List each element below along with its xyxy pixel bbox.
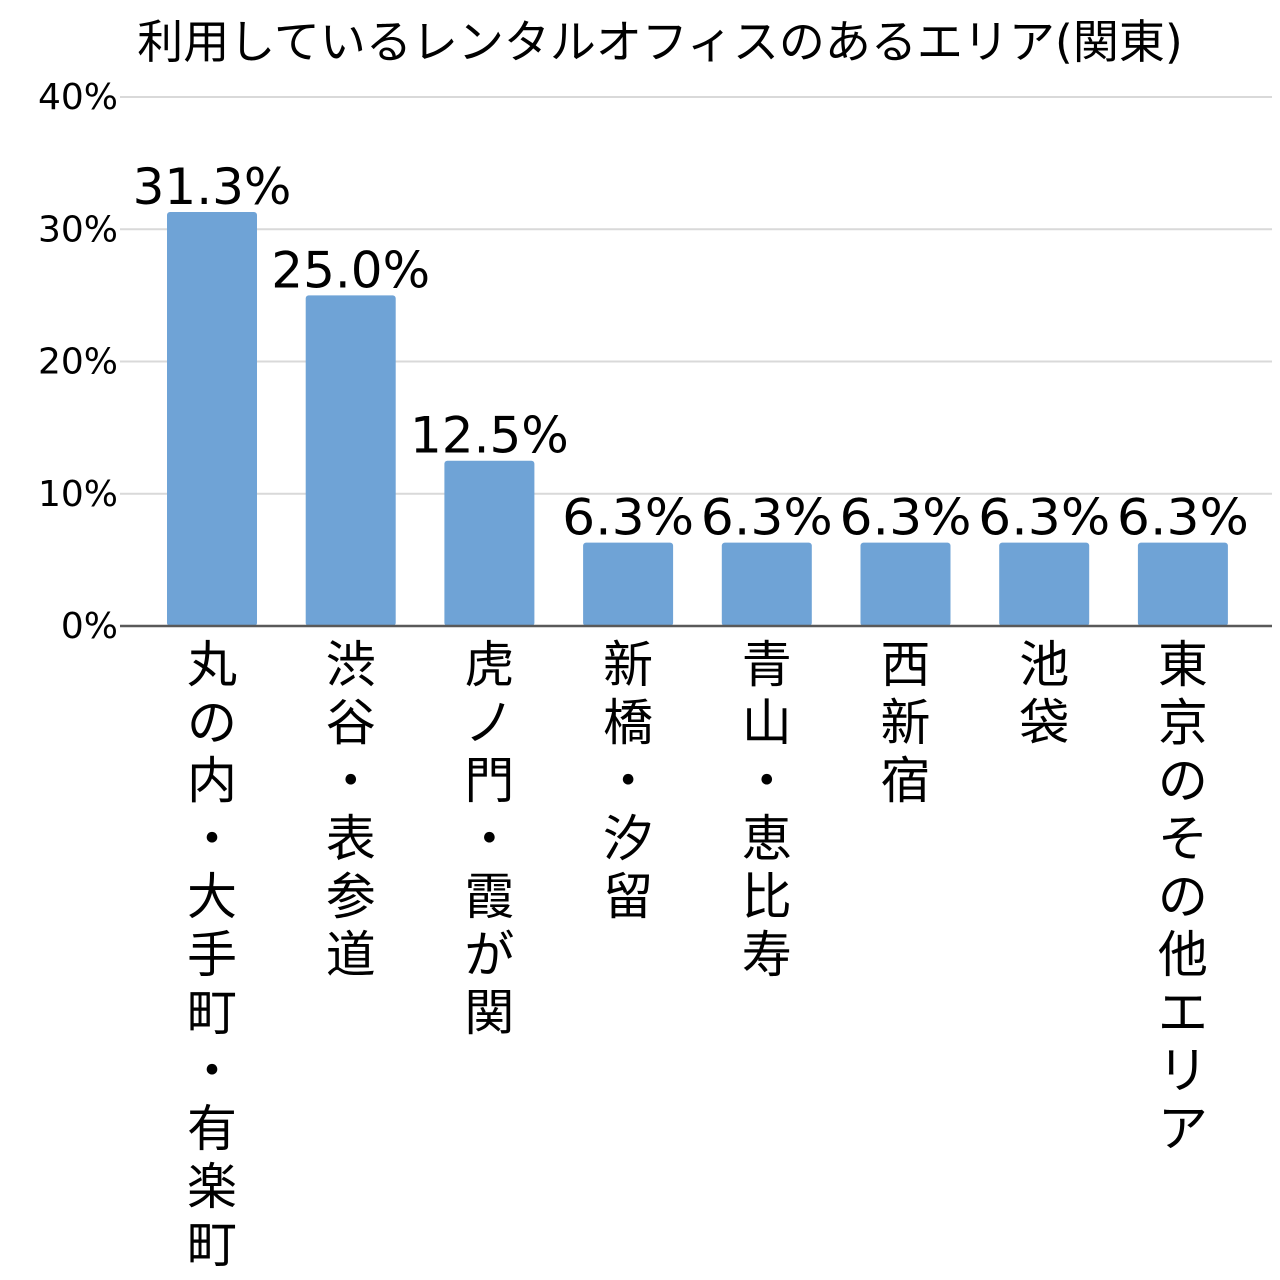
x-tick-label-char: 寿 [742,926,792,984]
y-tick-label: 30% [38,209,118,250]
bar [583,542,674,626]
bar [167,212,257,626]
x-tick-label-char: リ [1158,1042,1208,1100]
y-tick-label: 0% [61,606,118,647]
x-tick-label-char: 山 [742,694,792,752]
x-tick-label-char: 渋 [326,636,376,694]
x-tick-label-char: 丸 [187,636,237,694]
data-label: 6.3% [701,489,833,547]
bar [305,295,396,626]
x-tick-label-char: 関 [464,984,514,1042]
data-labels: 31.3%25.0%12.5%6.3% 6.3% 6.3% 6.3% 6.3% [133,158,1249,547]
x-tick-label: 池袋 [1019,636,1069,752]
x-tick-label: 新橋・汐留 [603,636,653,926]
x-tick-label-char: 町 [187,984,237,1042]
x-tick-label-char: エ [1158,984,1208,1042]
x-tick-label: 東京のその他エリア [1158,636,1208,1158]
x-tick-label-char: の [1158,752,1208,810]
x-tick-label-char: 青 [742,636,792,694]
data-label: 6.3% [840,489,972,547]
x-tick-label-char: の [187,694,237,752]
x-tick-label-char: 門 [464,752,514,810]
x-tick-label: 虎ノ門・霞が関 [464,636,514,1042]
x-tick-label-char: 町 [187,1216,237,1274]
x-tick-label-char: 橋 [603,694,653,752]
bar [860,542,951,626]
x-tick-label-char: 他 [1158,926,1208,984]
x-tick-label-char: ・ [742,752,792,810]
x-tick-label-char: 内 [187,752,237,810]
y-tick-label: 10% [38,474,118,515]
x-tick-label-char: 道 [326,926,376,984]
x-tick-label-char: 西 [881,636,931,694]
data-label: 12.5% [410,407,569,465]
x-tick-label-char: 汐 [603,810,653,868]
x-tick-label-char: 留 [603,868,653,926]
x-tick-label: 西新宿 [881,636,931,810]
x-tick-label-char: ・ [464,810,514,868]
x-tick-label-char: ・ [187,1042,237,1100]
x-tick-label-char: の [1158,868,1208,926]
data-label: 31.3% [133,158,292,216]
x-tick-label-char: が [464,926,514,984]
x-tick-label-char: 東 [1158,636,1208,694]
y-tick-label: 40% [38,77,118,118]
x-tick-label-char: そ [1158,810,1208,868]
x-tick-label: 渋谷・表参道 [326,636,376,984]
x-tick-label-char: 手 [187,926,237,984]
x-tick-label-char: 京 [1158,694,1208,752]
data-label: 6.3% [1117,489,1249,547]
x-tick-label-char: ア [1158,1100,1208,1158]
x-tick-label-char: ノ [464,694,514,752]
x-tick-label-char: 袋 [1019,694,1069,752]
data-label: 6.3% [562,489,694,547]
y-axis-tick-labels: 0% 10% 20% 30% 40% [38,77,118,647]
x-tick-label-char: 大 [187,868,237,926]
x-tick-label-char: ・ [603,752,653,810]
x-tick-label-char: 有 [187,1100,237,1158]
x-tick-label: 青山・恵比寿 [742,636,792,984]
x-tick-label-char: 霞 [464,868,514,926]
x-tick-label-char: 楽 [187,1158,237,1216]
bar [1137,542,1228,626]
x-tick-label-char: ・ [326,752,376,810]
x-axis-category-labels: 丸の内・大手町・有楽町渋谷・表参道虎ノ門・霞が関新橋・汐留青山・恵比寿西新宿池袋… [187,636,1208,1274]
bar [721,542,812,626]
x-tick-label-char: 恵 [742,810,792,868]
x-tick-label-char: 池 [1019,636,1069,694]
bar [444,460,535,626]
x-tick-label-char: 参 [326,868,376,926]
x-tick-label-char: 虎 [464,636,514,694]
bar [999,542,1090,626]
x-tick-label-char: 新 [881,694,931,752]
bars [167,212,1228,626]
y-tick-label: 20% [38,342,118,383]
chart-title: 利用しているレンタルオフィスのあるエリア(関東) [137,15,1183,69]
x-tick-label-char: 比 [742,868,792,926]
x-tick-label-char: 表 [326,810,376,868]
x-tick-label-char: 新 [603,636,653,694]
x-tick-label-char: ・ [187,810,237,868]
data-label: 6.3% [978,489,1110,547]
data-label: 25.0% [271,241,430,299]
x-tick-label: 丸の内・大手町・有楽町 [187,636,237,1274]
x-tick-label-char: 谷 [326,694,376,752]
x-tick-label-char: 宿 [881,752,931,810]
